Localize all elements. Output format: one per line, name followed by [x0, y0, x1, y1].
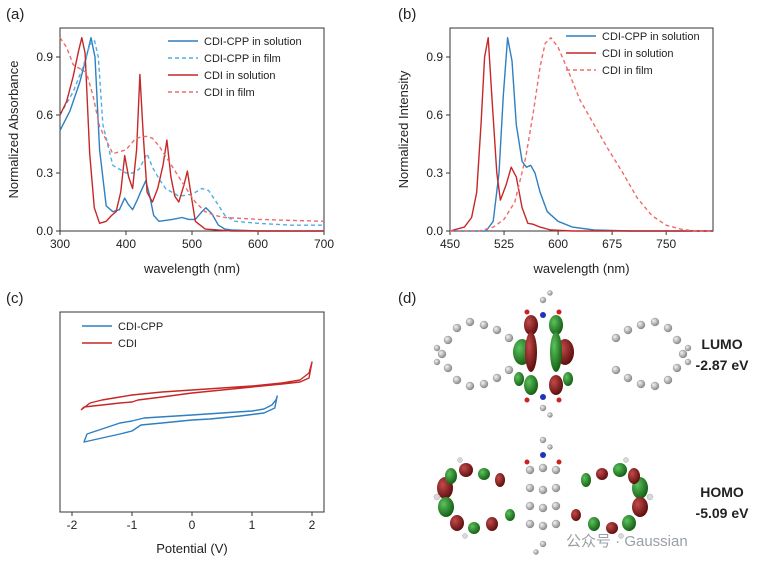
x-tick-label: 600: [548, 237, 568, 251]
emission-chart: 450 525 600 675 750 0.0 0.3 0.6 0.9 wavelength (n…: [396, 27, 714, 276]
x-axis-label: wavelength (nm): [143, 261, 240, 276]
legend-label: CDI in film: [602, 65, 653, 77]
y-tick-label: 0.0: [36, 224, 53, 238]
y-tick-label: 0.6: [36, 108, 53, 122]
legend-label: CDI in film: [204, 87, 255, 99]
series-line-cdi-in-solution: [59, 37, 324, 232]
series-line-cdi-in-solution: [449, 37, 713, 232]
lumo-label: LUMO: [701, 336, 742, 352]
homo-orbital-image: [433, 436, 654, 555]
panel-label-d: (d): [398, 290, 416, 307]
x-tick-label: 500: [182, 237, 202, 251]
homo-label: HOMO: [700, 484, 744, 500]
x-tick-label: 700: [314, 237, 334, 251]
panel-label-c: (c): [6, 290, 24, 307]
legend-label: CDI in solution: [204, 70, 276, 82]
x-tick-label: 675: [602, 237, 622, 251]
series-line-cdi-cpp: [83, 395, 278, 443]
x-tick-label: 450: [440, 237, 460, 251]
series-line-cdi-in-film: [59, 37, 325, 222]
watermark-text: 公众号 · Gaussian: [566, 533, 688, 550]
y-axis-label: Normalized Absorbance: [6, 60, 21, 198]
lumo-energy: -2.87 eV: [696, 357, 750, 373]
y-tick-label: 0.3: [426, 166, 443, 180]
cyclic-voltammetry-chart: -2 -1 0 1 2 Potential (V) CDI-CPP CDI: [59, 311, 325, 556]
legend-label: CDI-CPP in film: [204, 53, 281, 65]
plot-frame: [59, 311, 325, 513]
x-tick-label: -1: [127, 518, 138, 532]
legend-label: CDI in solution: [602, 48, 674, 60]
series-line-cdi: [80, 361, 313, 411]
absorbance-chart: 300 400 500 600 700 0.0 0.3 0.6 0.9 wavelength (n…: [6, 27, 334, 276]
y-tick-label: 0.9: [426, 50, 443, 64]
legend-label: CDI-CPP: [118, 321, 163, 333]
homo-energy: -5.09 eV: [696, 505, 750, 521]
legend-label: CDI-CPP in solution: [602, 31, 700, 43]
x-axis-label: wavelength (nm): [532, 261, 629, 276]
x-tick-label: 750: [656, 237, 676, 251]
y-tick-label: 0.9: [36, 50, 53, 64]
y-tick-label: 0.0: [426, 224, 443, 238]
y-tick-label: 0.3: [36, 166, 53, 180]
x-axis-label: Potential (V): [156, 541, 228, 556]
x-tick-label: 300: [50, 237, 70, 251]
series-line-cdi-cpp-in-solution: [450, 37, 713, 232]
x-tick-label: 2: [309, 518, 316, 532]
panel-label-b: (b): [398, 6, 416, 23]
y-axis-label: Normalized Intensity: [396, 70, 411, 188]
legend-label: CDI: [118, 338, 137, 350]
x-tick-label: -2: [67, 518, 78, 532]
x-tick-label: 525: [494, 237, 514, 251]
legend-label: CDI-CPP in solution: [204, 36, 302, 48]
x-tick-label: 600: [248, 237, 268, 251]
y-tick-label: 0.6: [426, 108, 443, 122]
panel-label-a: (a): [6, 6, 24, 23]
x-tick-label: 1: [249, 518, 256, 532]
x-tick-label: 400: [116, 237, 136, 251]
x-tick-label: 0: [189, 518, 196, 532]
lumo-orbital-image: [433, 290, 692, 418]
series-line-cdi-cpp-in-film: [59, 38, 324, 226]
